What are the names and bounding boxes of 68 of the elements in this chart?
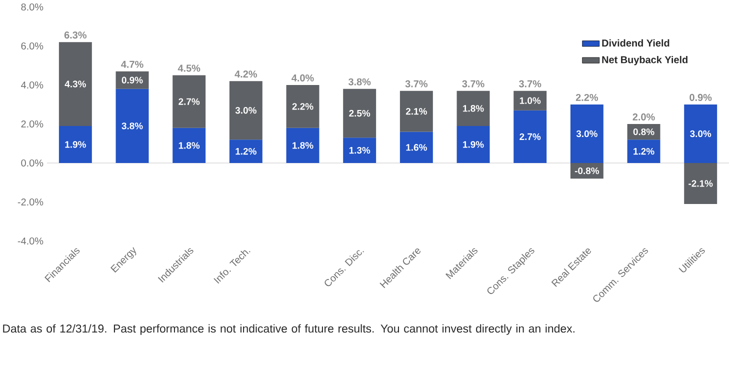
data-label: 1.3% (349, 146, 370, 154)
data-label: 2.1% (406, 108, 427, 115)
bar (286, 85, 320, 128)
y-tick-label: -4.0% (18, 237, 44, 245)
bar (627, 140, 660, 163)
bar (456, 90, 490, 126)
data-label: 4.3% (64, 80, 86, 88)
total-label: 2.2% (576, 94, 598, 101)
bar (172, 128, 206, 163)
bar (116, 88, 149, 163)
data-label: 1.0% (520, 97, 541, 104)
total-label: 2.0% (632, 113, 655, 120)
bar (229, 140, 262, 163)
bar (684, 163, 718, 204)
total-label: 3.8% (348, 78, 371, 86)
y-tick-label: -2.0% (18, 198, 44, 206)
data-label: 1.9% (463, 141, 484, 148)
total-label: 4.7% (121, 60, 144, 68)
data-label: 1.2% (236, 148, 256, 155)
total-label: 3.7% (405, 80, 428, 88)
data-label: 3.0% (576, 130, 598, 138)
total-label: 3.7% (462, 80, 484, 88)
data-label: 3.0% (235, 106, 256, 114)
bar (58, 126, 92, 163)
bar (286, 128, 320, 163)
total-label: 3.7% (518, 80, 542, 88)
legend-label: Net Buyback Yield (602, 56, 688, 66)
data-label: -0.8% (574, 167, 600, 174)
total-label: 4.0% (292, 74, 314, 82)
bar (684, 104, 718, 163)
y-tick-label: 0.0% (21, 159, 44, 167)
y-tick-label: 6.0% (21, 42, 44, 50)
data-label: 2.5% (349, 110, 370, 117)
legend-label: Dividend Yield (602, 39, 670, 47)
bar (172, 75, 206, 128)
bar (58, 42, 92, 126)
data-label: 2.7% (178, 98, 200, 105)
bar (343, 88, 376, 138)
data-label: -2.1% (688, 180, 713, 187)
bar (400, 90, 433, 132)
y-tick-label: 2.0% (21, 120, 44, 128)
total-label: 4.2% (234, 70, 258, 78)
data-label: 2.2% (292, 103, 314, 110)
data-label: 1.8% (178, 142, 200, 149)
data-label: 2.7% (520, 133, 541, 140)
data-label: 1.9% (65, 141, 86, 148)
y-tick-label: 8.0% (21, 3, 44, 11)
data-label: 1.8% (292, 142, 314, 149)
data-label: 1.8% (463, 105, 484, 112)
x-tick-label: Info. Tech. (214, 250, 250, 284)
total-label: 4.5% (178, 64, 200, 72)
bar (229, 81, 262, 140)
text: Data as of 12/31/19. Past performance is not indicative of future results. You cannot invest directly in an index. (3, 324, 574, 335)
data-label: 1.6% (406, 144, 427, 151)
bar (570, 104, 604, 163)
total-label: 0.9% (690, 94, 712, 101)
bar (514, 90, 547, 110)
bar (514, 110, 547, 163)
data-label: 0.9% (122, 76, 143, 84)
data-label: 3.0% (690, 130, 712, 138)
bar (400, 132, 433, 163)
data-label: 1.2% (634, 148, 654, 155)
data-label: 3.8% (122, 122, 143, 130)
bar (343, 138, 376, 163)
bar (456, 126, 490, 163)
total-label: 6.3% (64, 32, 87, 39)
data-label: 0.8% (633, 128, 654, 136)
y-tick-label: 4.0% (21, 81, 44, 89)
